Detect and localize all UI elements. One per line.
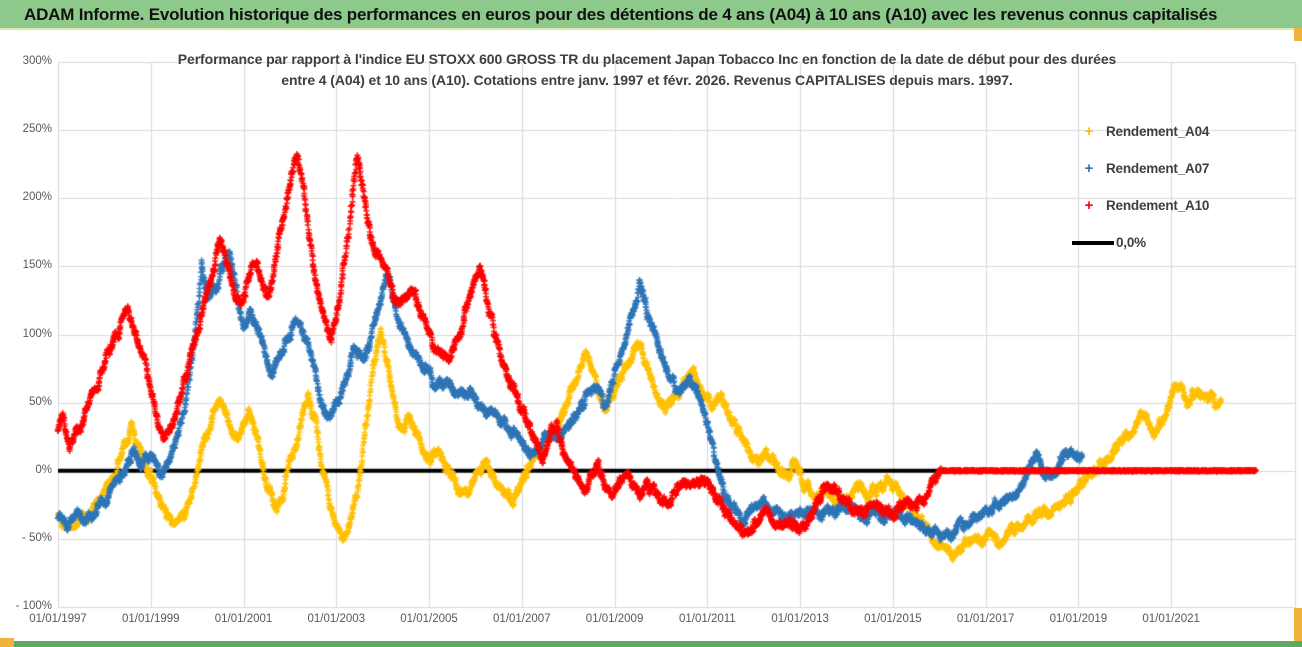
x-axis-tick-label: 01/01/2019 xyxy=(1049,613,1108,625)
legend-item-zero-line: 0,0% xyxy=(1072,224,1209,261)
plus-marker-icon: + xyxy=(1084,123,1094,140)
y-axis-tick-label: 50% xyxy=(28,395,52,408)
x-axis-tick-label: 01/01/2013 xyxy=(771,613,829,625)
x-axis-tick-label: 01/01/2017 xyxy=(956,613,1015,625)
legend-label: Rendement_A07 xyxy=(1106,161,1210,176)
legend-label: Rendement_A10 xyxy=(1106,198,1210,213)
zero-line-swatch xyxy=(1072,240,1114,245)
chart-title: Performance par rapport à l'indice EU ST… xyxy=(58,49,1236,91)
y-axis-tick-label: 300% xyxy=(22,55,52,67)
x-axis-tick-label: 01/01/2001 xyxy=(214,613,273,625)
chart-title-line1: Performance par rapport à l'indice EU ST… xyxy=(177,51,1117,67)
bottom-green-bar xyxy=(0,641,1302,647)
x-axis-tick-label: 01/01/2015 xyxy=(864,613,922,625)
bottom-left-yellow-accent xyxy=(0,638,14,647)
y-axis-tick-label: 250% xyxy=(22,123,52,136)
y-axis-tick-label: 100% xyxy=(22,327,52,340)
x-axis-tick-label: 01/01/2003 xyxy=(307,613,366,625)
y-axis-tick-label: 0% xyxy=(35,463,52,476)
bottom-right-yellow-accent xyxy=(1294,608,1302,641)
y-axis-tick-label: - 100% xyxy=(15,600,52,612)
y-axis-tick-label: 150% xyxy=(22,259,52,272)
top-right-yellow-accent xyxy=(1294,28,1302,41)
chart-title-line2: entre 4 (A04) et 10 ans (A10). Cotations… xyxy=(281,72,1013,88)
x-axis-tick-label: 01/01/2007 xyxy=(493,613,551,625)
x-axis-tick-label: 01/01/2021 xyxy=(1142,613,1200,625)
legend-label: Rendement_A04 xyxy=(1106,124,1210,139)
x-axis-tick-label: 01/01/2009 xyxy=(585,613,644,625)
x-axis-tick-label: 01/01/2011 xyxy=(678,613,736,625)
x-axis-tick-label: 01/01/2005 xyxy=(400,613,458,625)
x-axis-tick-label: 01/01/1999 xyxy=(121,613,180,625)
legend-label: 0,0% xyxy=(1116,235,1146,250)
x-axis-tick-label: 01/01/1997 xyxy=(29,613,87,625)
legend-item-a10: + Rendement_A10 xyxy=(1072,187,1210,224)
y-axis-tick-label: - 50% xyxy=(21,531,52,544)
legend-item-a07: + Rendement_A07 xyxy=(1072,150,1210,187)
plus-marker-icon: + xyxy=(1084,160,1094,177)
legend-item-a04: + Rendement_A04 xyxy=(1072,113,1210,150)
chart-legend: + Rendement_A04 + Rendement_A07 + Rendem… xyxy=(1072,113,1209,261)
plus-marker-icon: + xyxy=(1084,197,1094,214)
y-axis-tick-label: 200% xyxy=(22,191,52,204)
